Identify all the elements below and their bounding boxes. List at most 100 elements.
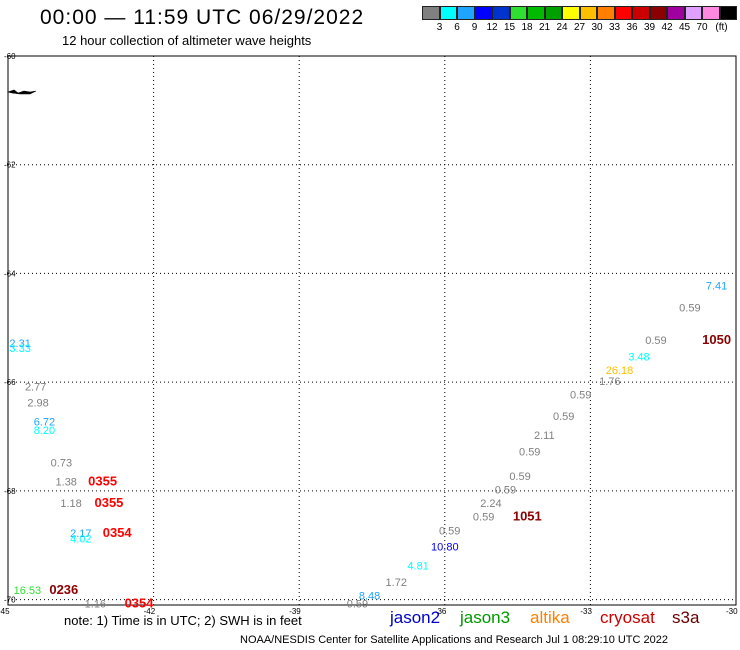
color-bar-tick: 45 — [678, 22, 691, 33]
wave-height-label: 7.41 — [706, 281, 727, 293]
wave-height-label: 0.59 — [570, 389, 591, 401]
color-bar-tick: 24 — [556, 22, 568, 33]
color-bar-tick: (ft) — [715, 22, 728, 33]
color-swatch — [597, 6, 615, 20]
wave-height-label: 2.31 — [9, 338, 30, 350]
wave-height-label: 0.59 — [519, 447, 540, 459]
color-bar-ticks: 3 6 9 12 15 18 21 24 27 30 33 36 39 42 45 70 (ft) — [422, 22, 740, 34]
color-swatch — [457, 6, 475, 20]
wave-height-label: 4.02 — [70, 533, 91, 545]
color-swatch — [684, 6, 702, 20]
longitude-tick-label: -42 — [144, 607, 156, 616]
color-swatch — [667, 6, 685, 20]
color-swatch — [702, 6, 720, 20]
color-swatch — [649, 6, 667, 20]
map-title: 00:00 — 11:59 UTC 06/29/2022 — [40, 6, 365, 29]
wave-height-label: 1.76 — [599, 376, 620, 388]
color-bar-tick: 39 — [643, 22, 656, 33]
wave-height-label: 0.59 — [495, 485, 516, 497]
color-swatch — [632, 6, 650, 20]
wave-height-label: 26.18 — [606, 365, 634, 377]
color-bar-tick: 42 — [661, 22, 673, 33]
color-bar-tick: 33 — [608, 22, 621, 33]
map-frame — [7, 55, 737, 606]
wave-height-label: 0.59 — [473, 512, 494, 524]
pass-time-label: 0354 — [125, 596, 155, 611]
wave-height-label: 1.18 — [60, 498, 81, 510]
color-swatch — [509, 6, 527, 20]
pass-time-label: 0236 — [49, 582, 78, 597]
wave-height-label: 8.20 — [34, 425, 55, 437]
color-bar-tick: 3 — [436, 22, 443, 33]
longitude-tick-label: -33 — [580, 607, 592, 616]
color-bar-tick: 27 — [573, 22, 586, 33]
latitude-tick-label: -66 — [4, 378, 16, 387]
credit-line: NOAA/NESDIS Center for Satellite Applica… — [240, 634, 669, 646]
wave-height-label: 6.72 — [34, 417, 55, 429]
color-bar-tick: 70 — [696, 22, 708, 33]
wave-height-label: 1.72 — [386, 577, 407, 589]
wave-height-label: 2.11 — [534, 430, 555, 442]
color-bar-tick: 12 — [486, 22, 498, 33]
color-swatch — [527, 6, 545, 20]
color-bar-tick: 6 — [454, 22, 460, 33]
longitude-tick-label: -36 — [435, 607, 447, 616]
wave-height-label: 2.77 — [25, 381, 46, 393]
pass-time-label: 0355 — [88, 473, 117, 488]
color-bar-tick: 21 — [538, 22, 551, 33]
longitude-tick-label: -39 — [289, 607, 301, 616]
color-bar-tick: 18 — [521, 22, 533, 33]
latitude-tick-label: -60 — [4, 52, 16, 61]
wave-height-label: 2.17 — [70, 528, 91, 540]
color-swatch — [719, 6, 737, 20]
color-swatch — [579, 6, 597, 20]
color-swatch — [492, 6, 510, 20]
color-bar-tick: 9 — [471, 22, 478, 33]
latitude-tick-label: -62 — [4, 161, 16, 170]
coastline-island — [6, 89, 37, 95]
color-bar-tick: 15 — [503, 22, 516, 33]
legend-jason2: jason2 — [390, 608, 441, 627]
longitude-tick-label: -45 — [0, 607, 10, 616]
wave-height-label: 0.59 — [439, 525, 460, 537]
legend-cryosat: cryosat — [600, 608, 655, 627]
legend-s3a: s3a — [672, 608, 700, 627]
color-swatch — [474, 6, 492, 20]
wave-height-label: 0.59 — [679, 302, 700, 314]
wave-height-label: 10.80 — [431, 542, 459, 554]
wave-height-label: 0.59 — [347, 599, 368, 611]
color-swatch — [422, 6, 440, 20]
color-swatch — [614, 6, 632, 20]
pass-time-label: 1051 — [513, 509, 542, 524]
color-bar-tick: 30 — [591, 22, 603, 33]
wave-height-label: 2.24 — [480, 498, 501, 510]
wave-height-label: 1.16 — [85, 599, 106, 611]
map-subtitle: 12 hour collection of altimeter wave hei… — [62, 33, 312, 48]
latitude-tick-label: -64 — [4, 269, 16, 278]
wave-height-label: 0.73 — [51, 457, 72, 469]
note: note: 1) Time is in UTC; 2) SWH is in fe… — [64, 613, 302, 628]
wave-height-label: 0.59 — [509, 471, 530, 483]
wave-height-label: 2.98 — [27, 398, 48, 410]
wave-height-label: 8.48 — [359, 591, 380, 603]
wave-height-label: 4.81 — [407, 561, 428, 573]
wave-height-label: 1.38 — [56, 476, 77, 488]
pass-time-label: 1050 — [702, 332, 731, 347]
color-swatch — [544, 6, 562, 20]
wave-height-label: 16.53 — [14, 585, 42, 597]
wave-height-label: 3.33 — [9, 343, 30, 355]
legend-altika: altika — [530, 608, 570, 627]
color-bar-tick: 36 — [626, 22, 638, 33]
wave-height-label: 0.59 — [553, 411, 574, 423]
wave-height-label: 0.59 — [645, 335, 666, 347]
color-swatch — [439, 6, 457, 20]
pass-time-label: 0354 — [103, 525, 133, 540]
longitude-tick-label: -30 — [726, 607, 738, 616]
color-bar — [422, 6, 737, 20]
color-swatch — [562, 6, 580, 20]
pass-time-label: 0355 — [94, 495, 123, 510]
legend-jason3: jason3 — [460, 608, 511, 627]
latitude-tick-label: -68 — [4, 487, 16, 496]
latitude-tick-label: -70 — [4, 596, 16, 605]
